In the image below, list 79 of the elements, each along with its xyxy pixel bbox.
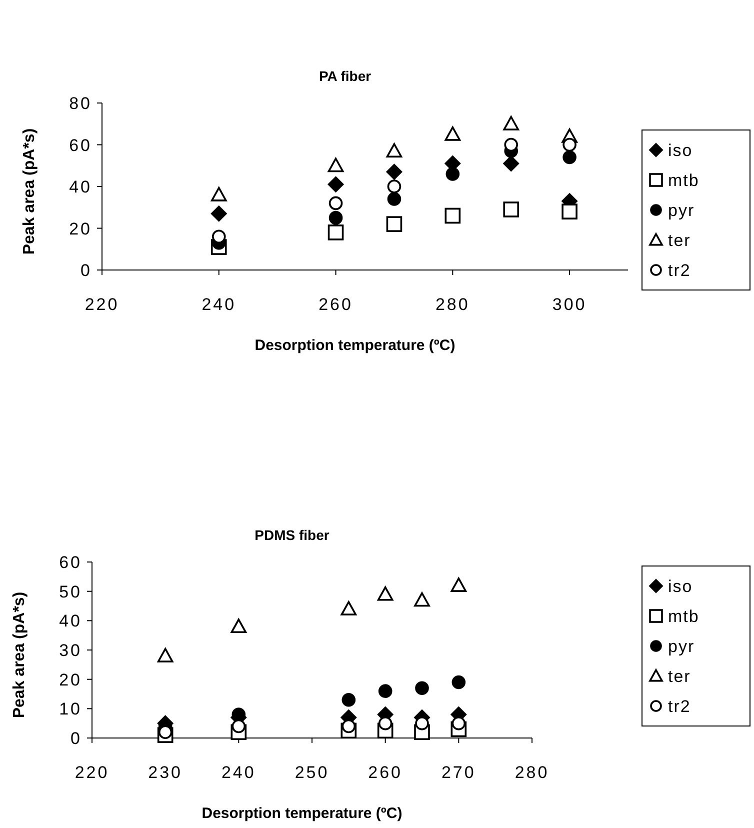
point <box>452 675 466 690</box>
x-axis-title: Desorption temperature (ºC) <box>254 337 456 354</box>
point <box>230 618 247 634</box>
point <box>415 716 429 730</box>
legend-label: pyr <box>668 637 695 656</box>
point <box>328 196 343 210</box>
x-tick-label: 300 <box>552 295 587 314</box>
point <box>158 725 172 740</box>
legend-label: iso <box>668 577 693 596</box>
y-tick-label: 40 <box>69 178 92 196</box>
point <box>450 578 467 592</box>
x-tick-label: 220 <box>74 763 110 782</box>
chart-title: PA fiber <box>318 68 372 84</box>
point <box>503 202 520 218</box>
x-axis-title: Desorption temperature (ºC) <box>202 805 402 822</box>
point <box>210 206 227 222</box>
y-tick-label: 40 <box>59 612 82 631</box>
point <box>415 681 429 696</box>
y-tick-label: 0 <box>80 261 92 280</box>
x-tick-label: 230 <box>148 763 183 782</box>
point <box>562 138 576 152</box>
x-tick-label: 260 <box>318 295 353 314</box>
y-tick-label: 60 <box>69 136 92 155</box>
x-tick-label: 240 <box>221 763 256 782</box>
point <box>452 716 466 730</box>
point <box>387 192 402 206</box>
y-tick-label: 80 <box>69 94 92 113</box>
legend-label: mtb <box>668 171 700 190</box>
point <box>210 186 227 202</box>
point <box>377 586 394 601</box>
point <box>212 230 226 244</box>
point <box>328 176 344 192</box>
y-axis-title: Peak area (pA*s) <box>11 592 28 718</box>
legend-label: tr2 <box>668 697 691 716</box>
point <box>504 138 518 152</box>
point <box>414 592 430 607</box>
point <box>328 158 344 172</box>
legend-label: mtb <box>668 607 700 626</box>
x-tick-label: 220 <box>84 295 120 314</box>
point <box>378 684 392 698</box>
point <box>562 150 576 164</box>
point <box>503 116 520 130</box>
y-tick-label: 50 <box>59 582 82 602</box>
y-tick-label: 0 <box>70 729 82 748</box>
y-tick-label: 60 <box>59 553 82 572</box>
point <box>328 224 344 240</box>
y-tick-label: 20 <box>59 670 82 690</box>
point <box>503 156 520 172</box>
x-tick-label: 240 <box>202 295 236 314</box>
point <box>387 180 402 194</box>
x-tick-label: 280 <box>435 295 470 314</box>
point <box>157 648 174 662</box>
x-tick-label: 260 <box>368 763 403 782</box>
y-axis-title: Peak area (pA*s) <box>21 128 38 255</box>
legend-label: tr2 <box>668 261 691 280</box>
point <box>342 692 356 707</box>
point <box>342 719 356 734</box>
point <box>328 210 343 225</box>
x-tick-label: 250 <box>294 763 330 782</box>
point <box>562 204 578 220</box>
y-tick-label: 20 <box>69 219 92 238</box>
point <box>386 164 402 180</box>
point <box>386 143 402 158</box>
point <box>378 716 392 730</box>
point <box>386 216 402 232</box>
y-tick-label: 10 <box>59 700 82 719</box>
legend-label: ter <box>668 667 691 686</box>
legend-label: iso <box>668 141 693 160</box>
legend-label: ter <box>668 231 691 250</box>
y-tick-label: 30 <box>59 641 82 660</box>
legend-label: pyr <box>668 201 695 220</box>
x-tick-label: 270 <box>441 763 476 782</box>
point <box>340 601 357 616</box>
point <box>444 126 461 141</box>
point <box>444 208 461 224</box>
point <box>446 167 460 181</box>
point <box>232 719 246 734</box>
x-tick-label: 280 <box>514 763 550 782</box>
chart-title: PDMS fiber <box>254 527 330 543</box>
